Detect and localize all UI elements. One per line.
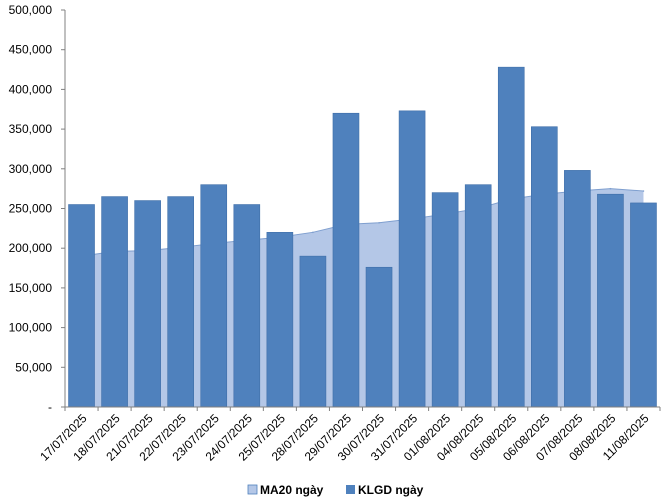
y-tick-label-10: 500,000 (9, 3, 53, 17)
ma20-point-16 (609, 187, 612, 190)
y-tick-label-1: 50,000 (15, 360, 52, 374)
bar-8 (332, 112, 360, 408)
bar-1 (101, 196, 128, 408)
bar-7 (299, 255, 327, 408)
bar-5 (233, 204, 261, 408)
y-tick-label-3: 150,000 (9, 281, 53, 295)
bar-3 (167, 196, 194, 408)
y-tick-label-9: 450,000 (9, 43, 53, 57)
x-tick-labels: 17/07/202518/07/202521/07/202522/07/2025… (37, 411, 652, 464)
ma20-point-9 (378, 221, 380, 224)
legend-swatch-ma20 (247, 484, 258, 495)
ma20-point-17 (642, 190, 645, 192)
y-tick-label-8: 400,000 (9, 82, 53, 96)
ma20-area-layer (80, 187, 645, 407)
bar-16 (597, 193, 624, 408)
y-tick-label-6: 300,000 (9, 162, 53, 176)
y-tick-label-7: 350,000 (9, 122, 53, 136)
legend-label-klgd: KLGD ngày (358, 483, 424, 497)
ma20-area (81, 188, 644, 407)
bar-layer (68, 66, 657, 408)
legend-label-ma20: MA20 ngày (260, 483, 324, 497)
bar-14 (531, 126, 558, 408)
bar-12 (464, 184, 492, 408)
bar-13 (497, 66, 525, 408)
y-tick-label-5: 250,000 (9, 202, 53, 216)
y-tick-labels: - 50,000 100,000 150,000 200,000 250,000 300,0… (9, 3, 53, 414)
bar-0 (68, 204, 95, 408)
bar-10 (398, 110, 426, 408)
legend: MA20 ngày KLGD ngày (247, 483, 424, 497)
ma20-point-7 (312, 231, 314, 234)
y-tick-label-2: 100,000 (9, 321, 53, 335)
bar-2 (134, 200, 161, 408)
axis-layer (61, 9, 661, 411)
bar-4 (200, 184, 228, 408)
y-tick-label-4: 200,000 (9, 241, 53, 255)
bar-17 (630, 202, 657, 408)
bar-11 (431, 192, 459, 408)
bar-6 (266, 232, 294, 408)
bar-15 (564, 170, 591, 408)
bar-9 (365, 266, 393, 408)
y-tick-label-0: - (48, 400, 52, 414)
legend-swatch-klgd (346, 485, 355, 494)
